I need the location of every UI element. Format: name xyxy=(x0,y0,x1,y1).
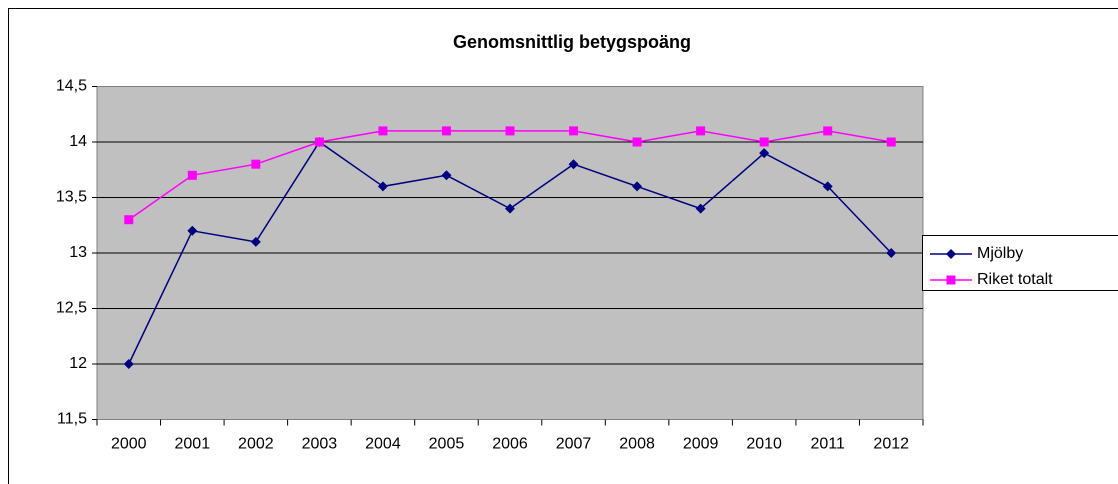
y-tick-label: 14 xyxy=(69,133,87,150)
y-tick-label: 12,5 xyxy=(56,300,87,317)
data-point xyxy=(632,137,642,147)
data-point xyxy=(251,159,261,169)
legend-marker xyxy=(946,249,956,259)
y-tick-label: 11,5 xyxy=(57,411,87,428)
data-point xyxy=(759,137,769,147)
data-point xyxy=(886,248,897,258)
data-point xyxy=(441,126,451,136)
data-point xyxy=(569,126,579,136)
x-tick-label: 2011 xyxy=(810,436,845,453)
data-point xyxy=(759,148,770,159)
x-tick-label: 2005 xyxy=(429,436,465,453)
data-point xyxy=(822,181,833,192)
data-point xyxy=(124,215,134,225)
y-tick-label: 13 xyxy=(69,244,87,261)
x-tick-label: 2008 xyxy=(619,436,655,453)
legend-marker xyxy=(946,275,956,285)
x-tick-label: 2010 xyxy=(746,436,782,453)
data-point xyxy=(377,181,388,192)
y-tick-label: 12 xyxy=(69,355,87,372)
data-point xyxy=(187,225,198,236)
x-tick-label: 2007 xyxy=(556,436,592,453)
y-tick-label: 14,5 xyxy=(56,78,87,95)
data-point xyxy=(123,359,134,369)
chart-title: Genomsnittlig betygspoäng xyxy=(453,32,691,52)
data-point xyxy=(568,159,579,170)
data-point xyxy=(505,203,515,214)
data-point xyxy=(886,137,896,147)
x-tick-label: 2002 xyxy=(238,436,274,453)
x-tick-label: 2009 xyxy=(683,436,719,453)
x-tick-label: 2001 xyxy=(175,436,211,453)
data-point xyxy=(695,203,706,214)
data-point xyxy=(314,137,324,147)
x-tick-label: 2000 xyxy=(111,436,147,453)
data-point xyxy=(250,236,261,247)
data-point xyxy=(505,126,515,136)
legend-label: Riket totalt xyxy=(977,271,1053,288)
x-tick-label: 2004 xyxy=(365,436,401,453)
data-point xyxy=(378,126,388,136)
x-tick-label: 2003 xyxy=(302,436,338,453)
data-point xyxy=(632,181,643,192)
x-tick-label: 2012 xyxy=(873,436,909,453)
data-point xyxy=(187,170,197,180)
data-point xyxy=(441,170,452,181)
y-tick-label: 13,5 xyxy=(56,189,87,206)
x-tick-label: 2006 xyxy=(492,436,528,453)
legend-label: Mjölby xyxy=(977,245,1023,262)
data-point xyxy=(823,126,833,136)
data-point xyxy=(696,126,706,136)
